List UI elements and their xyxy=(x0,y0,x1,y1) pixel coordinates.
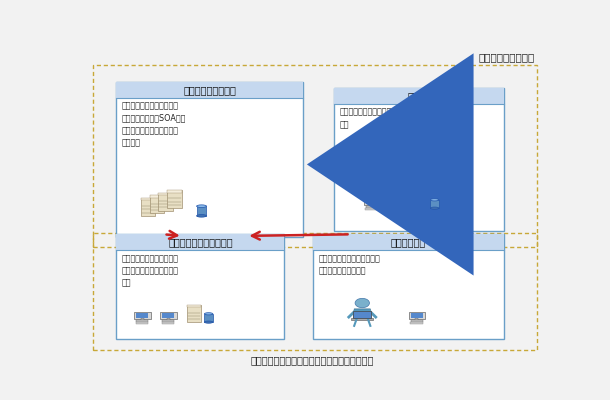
Ellipse shape xyxy=(204,321,213,323)
Bar xyxy=(93,233,537,350)
Text: 社内システム: 社内システム xyxy=(391,237,426,247)
Text: 開発生産性・品質・信頼性の
向上: 開発生産性・品質・信頼性の 向上 xyxy=(340,108,401,129)
Ellipse shape xyxy=(430,207,439,209)
Text: 次期オンライン基盤: 次期オンライン基盤 xyxy=(184,85,236,95)
Bar xyxy=(134,312,151,319)
Bar xyxy=(187,305,201,307)
Bar xyxy=(137,313,148,318)
Bar xyxy=(140,198,156,200)
Bar xyxy=(389,206,401,208)
Text: 次期オンライン基盤導入による社内外への影響: 次期オンライン基盤導入による社内外への影響 xyxy=(251,355,375,365)
Bar xyxy=(187,305,201,322)
Bar xyxy=(334,88,504,231)
Bar xyxy=(370,204,373,207)
Bar xyxy=(159,193,173,195)
Bar xyxy=(389,199,401,204)
Bar xyxy=(141,318,144,321)
Ellipse shape xyxy=(204,313,213,315)
Text: 対障害性・信頼性の向上、
監査機能の強化、SOAの実
現、アプリケーション寿命
の長期化: 対障害性・信頼性の向上、 監査機能の強化、SOAの実 現、アプリケーション寿命 … xyxy=(122,102,187,147)
Bar xyxy=(162,320,174,322)
Bar xyxy=(365,208,378,210)
Bar xyxy=(167,190,182,192)
Bar xyxy=(387,198,403,205)
Bar xyxy=(196,206,207,216)
Bar xyxy=(364,198,380,205)
Bar xyxy=(149,196,165,213)
Bar xyxy=(366,199,378,204)
Bar xyxy=(351,318,373,320)
Bar xyxy=(117,82,303,98)
Bar xyxy=(93,65,537,247)
Bar xyxy=(159,193,173,211)
Text: システム協調携の実現によ
る代理店営向けサービスの
向上: システム協調携の実現によ る代理店営向けサービスの 向上 xyxy=(122,254,179,287)
Bar xyxy=(389,208,401,210)
Bar xyxy=(413,191,427,193)
Bar xyxy=(393,204,397,207)
Bar xyxy=(162,313,174,318)
Bar xyxy=(312,234,504,250)
Ellipse shape xyxy=(196,205,207,208)
Bar xyxy=(149,196,165,198)
Bar xyxy=(312,234,504,339)
Bar xyxy=(137,320,148,322)
Text: 開発基盤: 開発基盤 xyxy=(407,91,431,101)
Bar xyxy=(162,322,174,324)
Bar xyxy=(366,206,378,208)
Bar xyxy=(160,312,176,319)
Bar xyxy=(167,318,170,321)
Bar xyxy=(409,312,425,319)
Bar xyxy=(411,320,423,322)
Bar xyxy=(167,190,182,208)
Text: 今回の開発対象範囲: 今回の開発対象範囲 xyxy=(479,52,535,62)
Bar xyxy=(204,314,213,322)
Bar xyxy=(117,234,284,339)
Bar xyxy=(353,311,371,318)
Bar xyxy=(415,318,418,321)
Bar xyxy=(117,234,284,250)
Ellipse shape xyxy=(196,214,207,217)
Circle shape xyxy=(355,298,370,308)
Ellipse shape xyxy=(430,199,439,201)
Polygon shape xyxy=(353,309,371,318)
Bar xyxy=(413,191,427,208)
Bar xyxy=(430,200,439,208)
Bar xyxy=(334,88,504,104)
Bar xyxy=(410,322,423,324)
Text: 代理店／外部パートナー: 代理店／外部パートナー xyxy=(168,237,232,247)
Bar xyxy=(411,313,423,318)
Text: リッチクライアントによる堅
牢性・作業効率の向上: リッチクライアントによる堅 牢性・作業効率の向上 xyxy=(318,254,380,275)
Bar xyxy=(135,322,148,324)
Bar xyxy=(117,82,303,238)
Bar xyxy=(140,198,156,216)
